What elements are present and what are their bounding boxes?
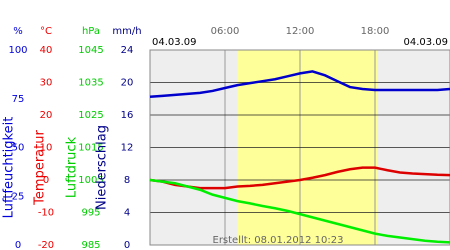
y-tick-label: 50	[12, 143, 25, 154]
axis-title: Temperatur	[33, 130, 48, 206]
y-tick-label: 985	[81, 240, 100, 250]
y-tick-label: 1005	[78, 175, 103, 186]
date-right: 04.03.09	[403, 37, 448, 48]
y-tick-label: -20	[38, 240, 54, 250]
y-tick-label: 8	[124, 175, 130, 186]
x-tick-label: 12:00	[286, 26, 315, 37]
y-tick-label: 10	[40, 143, 53, 154]
axis-title: Luftdruck	[65, 136, 80, 198]
created-note: Erstellt: 08.01.2012 10:23	[213, 235, 344, 246]
axis-unit: hPa	[82, 26, 100, 37]
y-tick-label: 1045	[78, 45, 103, 56]
axis-unit: °C	[40, 26, 52, 37]
y-tick-label: 1015	[78, 143, 103, 154]
y-tick-label: 20	[40, 110, 53, 121]
y-tick-label: -10	[38, 208, 54, 219]
x-tick-label: 06:00	[211, 26, 240, 37]
y-tick-label: 40	[40, 45, 53, 56]
axis-title: Luftfeuchtigkeit	[2, 117, 17, 219]
y-tick-label: 16	[121, 110, 134, 121]
series-line	[149, 166, 450, 190]
plot-border	[149, 49, 450, 246]
y-tick-label: 100	[8, 45, 27, 56]
y-tick-label: 1025	[78, 110, 103, 121]
y-tick-label: 30	[40, 78, 53, 89]
y-tick-label: 20	[121, 78, 134, 89]
axis-unit: mm/h	[112, 26, 141, 37]
y-tick-label: 75	[12, 94, 25, 105]
y-tick-label: 4	[124, 208, 130, 219]
y-tick-label: 0	[15, 240, 21, 250]
series-line	[149, 178, 450, 244]
y-tick-label: 995	[81, 208, 100, 219]
y-tick-label: 0	[124, 240, 130, 250]
y-tick-label: 24	[121, 45, 134, 56]
series-line	[149, 70, 450, 99]
date-left: 04.03.09	[152, 37, 197, 48]
axis-title: Niederschlag	[95, 125, 110, 210]
y-tick-label: 25	[12, 191, 25, 202]
x-tick-label: 18:00	[361, 26, 390, 37]
axis-unit: %	[13, 26, 23, 37]
y-tick-label: 12	[121, 143, 134, 154]
y-tick-label: 0	[43, 175, 49, 186]
y-tick-label: 1035	[78, 78, 103, 89]
